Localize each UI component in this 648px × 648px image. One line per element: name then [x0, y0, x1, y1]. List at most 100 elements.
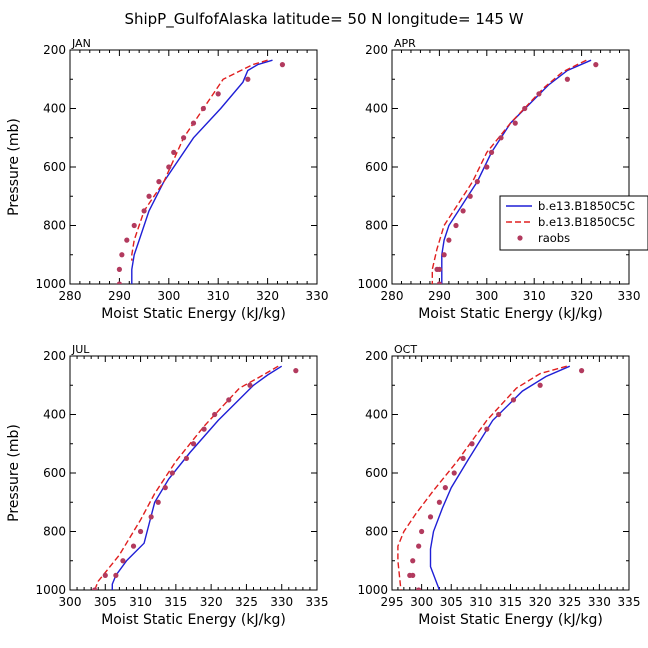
series-line-solid: [131, 59, 273, 284]
y-axis-title: Pressure (mb): [6, 118, 22, 216]
panel-apr: 280 290 300 310 320 330 200 400 600 800 1000 APR Moi…: [357, 37, 640, 322]
raobs-point: [183, 455, 190, 461]
x-tick-label: 300: [475, 289, 498, 303]
panel-label: JAN: [71, 37, 91, 50]
raobs-point: [130, 543, 137, 549]
raobs-point: [416, 543, 422, 549]
x-tick-label: 325: [558, 595, 581, 609]
x-tick-label: 330: [306, 289, 329, 303]
x-tick-label: 300: [157, 289, 180, 303]
x-tick-label: 330: [618, 289, 641, 303]
raobs-point: [419, 528, 425, 535]
raobs-point: [484, 426, 490, 432]
legend-label: raobs: [538, 231, 570, 245]
y-tick-label: 600: [43, 466, 66, 480]
series-line-dashed: [431, 59, 587, 284]
raobs-point: [522, 105, 528, 112]
y-tick-label: 1000: [35, 277, 66, 291]
x-tick-label: 295: [381, 595, 404, 609]
y-tick-label: 1000: [357, 277, 388, 291]
raobs-point: [460, 208, 466, 214]
curves: [397, 365, 585, 590]
raobs-point: [474, 179, 480, 185]
raobs-point: [441, 252, 447, 258]
raobs-point: [537, 382, 543, 388]
raobs-point: [498, 135, 504, 141]
raobs-point: [137, 528, 144, 535]
x-tick-label: 315: [164, 595, 187, 609]
legend-label: b.e13.B1850C5C: [538, 215, 635, 229]
raobs-point: [156, 179, 162, 185]
raobs-point: [120, 558, 126, 564]
series-line-solid: [429, 365, 571, 590]
panel-label: APR: [394, 37, 416, 50]
raobs-point: [190, 441, 197, 447]
raobs-point: [451, 470, 457, 476]
x-tick-label: 280: [59, 289, 82, 303]
raobs-point: [446, 237, 452, 243]
x-tick-label: 305: [440, 595, 463, 609]
series-line-dashed: [94, 365, 279, 590]
x-tick-label: 280: [381, 289, 404, 303]
x-tick-label: 300: [59, 595, 82, 609]
y-tick-label: 800: [43, 525, 66, 539]
y-tick-label: 800: [365, 219, 388, 233]
x-tick-label: 330: [270, 595, 293, 609]
x-axis-title: Moist Static Energy (kJ/kg): [418, 306, 603, 322]
curves: [431, 59, 599, 284]
raobs-point: [460, 455, 466, 461]
series-line-dashed: [131, 59, 268, 261]
raobs-point: [407, 572, 413, 578]
raobs-point: [442, 485, 448, 491]
legend-box: [499, 195, 648, 251]
raobs-point: [279, 62, 286, 68]
y-tick-label: 600: [365, 160, 388, 174]
x-tick-label: 320: [256, 289, 279, 303]
raobs-point: [190, 120, 197, 126]
raobs-point: [564, 76, 570, 82]
y-tick-label: 400: [365, 408, 388, 422]
raobs-point: [488, 149, 495, 155]
y-tick-label: 200: [365, 43, 388, 57]
y-tick-label: 1000: [35, 583, 66, 597]
raobs-point: [215, 91, 221, 97]
raobs-point: [453, 222, 459, 229]
raobs-point: [593, 62, 599, 68]
raobs-point: [166, 164, 172, 170]
raobs-point: [579, 368, 585, 374]
panel-label: OCT: [394, 343, 417, 356]
raobs-point: [293, 368, 299, 374]
x-tick-label: 290: [108, 289, 131, 303]
raobs-point: [181, 135, 187, 141]
series-line-dashed: [397, 365, 567, 590]
raobs-point: [155, 499, 161, 505]
x-axis-title: Moist Static Energy (kJ/kg): [101, 306, 286, 322]
raobs-point: [131, 222, 137, 229]
raobs-point: [169, 470, 175, 476]
raobs-point: [116, 266, 122, 272]
panels-group: 280 290 300 310 320 330 200 400 600 800 1000 JAN Moi…: [6, 37, 640, 628]
plot-frame: [69, 355, 318, 591]
raobs-point: [427, 514, 434, 520]
raobs-point: [226, 397, 232, 403]
y-tick-label: 200: [43, 349, 66, 363]
raobs-point: [436, 499, 442, 505]
raobs-point: [512, 120, 518, 126]
raobs-point: [116, 281, 122, 284]
series-line-solid: [441, 59, 592, 284]
y-tick-label: 200: [43, 43, 66, 57]
series-line-solid: [111, 365, 283, 590]
raobs-point: [146, 193, 152, 199]
x-tick-label: 310: [129, 595, 152, 609]
y-tick-label: 1000: [357, 583, 388, 597]
raobs-point: [212, 411, 218, 418]
raobs-point: [92, 587, 98, 590]
raobs-point: [119, 252, 125, 258]
raobs-point: [124, 237, 130, 243]
legend-marker-dot: [517, 235, 523, 241]
y-tick-label: 400: [43, 408, 66, 422]
raobs-point: [113, 572, 119, 578]
raobs-point: [469, 441, 475, 447]
x-tick-label: 310: [523, 289, 546, 303]
